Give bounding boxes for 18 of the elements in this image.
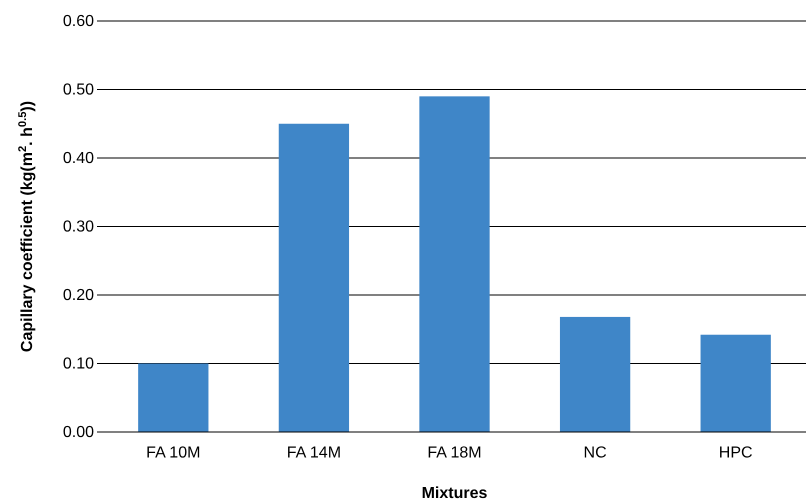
bar: [700, 334, 771, 432]
x-tick-label: NC: [584, 444, 607, 462]
bar: [138, 364, 208, 432]
y-tick-label: 0.10: [62, 356, 94, 373]
bar: [278, 124, 350, 432]
y-tick-label: 0.20: [62, 287, 94, 304]
x-axis-title: Mixtures: [422, 485, 488, 502]
x-tick-label: FA 10M: [146, 444, 200, 462]
y-tick-label: 0.40: [62, 150, 94, 168]
x-tick-label: FA 14M: [286, 444, 342, 462]
x-tick-label: HPC: [718, 444, 753, 462]
x-tick-label: FA 18M: [427, 444, 482, 462]
bar: [560, 316, 630, 432]
y-tick-label: 0.60: [62, 13, 94, 30]
y-tick-label: 0.30: [62, 218, 94, 236]
y-tick-label: 0.50: [62, 82, 94, 99]
y-tick-label: 0.00: [62, 424, 94, 442]
bar: [419, 96, 490, 432]
